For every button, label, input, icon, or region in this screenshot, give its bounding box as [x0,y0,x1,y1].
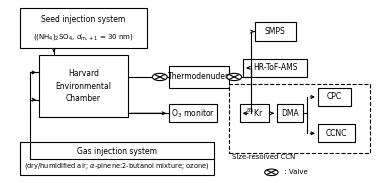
FancyBboxPatch shape [229,84,370,153]
FancyBboxPatch shape [20,8,147,48]
Text: Size-resolved CCN: Size-resolved CCN [232,154,296,160]
FancyBboxPatch shape [39,55,128,117]
Circle shape [227,73,242,81]
Text: ((NH$_4$)$_2$SO$_4$, $d_{\mathrm{m,+1}}$ = 30 nm): ((NH$_4$)$_2$SO$_4$, $d_{\mathrm{m,+1}}$… [33,32,134,42]
FancyBboxPatch shape [169,104,217,122]
Text: SMPS: SMPS [265,27,285,36]
Circle shape [152,73,167,81]
Text: O$_3$ monitor: O$_3$ monitor [171,107,215,119]
FancyBboxPatch shape [255,23,296,41]
FancyBboxPatch shape [20,142,214,175]
Text: Harvard: Harvard [68,69,99,78]
Text: Thermodenuder: Thermodenuder [168,72,229,81]
Text: CCNC: CCNC [326,129,347,138]
Text: Gas injection system: Gas injection system [77,147,157,156]
Text: $^{85}$Kr: $^{85}$Kr [246,107,263,119]
Text: Seed injection system: Seed injection system [42,15,126,24]
FancyBboxPatch shape [318,88,351,106]
Circle shape [265,169,278,175]
FancyBboxPatch shape [318,124,355,142]
Text: Chamber: Chamber [66,94,101,103]
Text: Environmental: Environmental [56,82,112,91]
Text: HR-ToF-AMS: HR-ToF-AMS [253,63,297,72]
FancyBboxPatch shape [169,66,229,88]
Text: DMA: DMA [281,109,299,118]
Text: CPC: CPC [327,92,342,101]
FancyBboxPatch shape [243,59,307,77]
Text: : Valve: : Valve [282,169,307,175]
FancyBboxPatch shape [240,104,270,122]
FancyBboxPatch shape [277,104,303,122]
Text: (dry/humidified air; $\alpha$-pinene:2-butanol mixture; ozone): (dry/humidified air; $\alpha$-pinene:2-b… [24,161,210,171]
